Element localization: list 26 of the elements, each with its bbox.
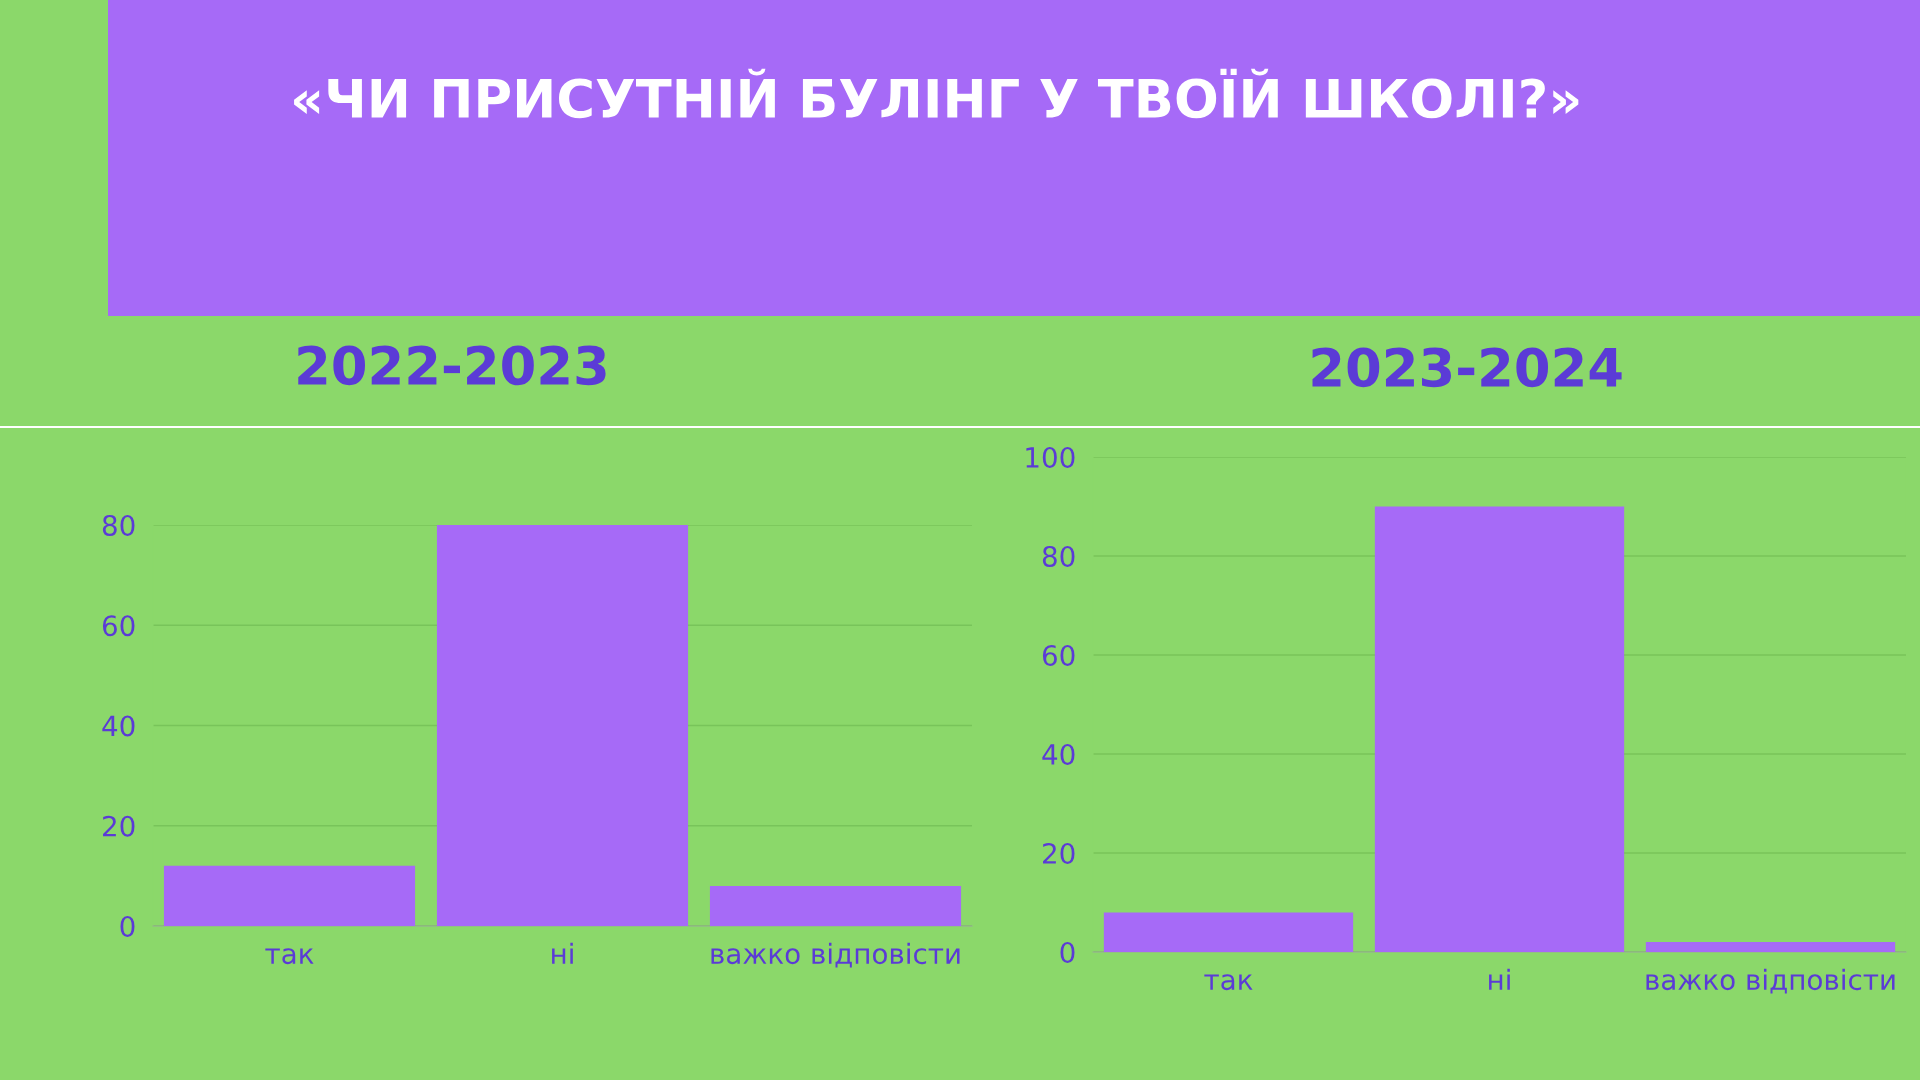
x-tick-label: ні — [552, 942, 573, 964]
y-tick-label: 80 — [1042, 545, 1075, 567]
y-tick-label: 60 — [1042, 644, 1075, 666]
bar — [163, 865, 416, 926]
x-tick-label: так — [1204, 974, 1253, 991]
x-tick-label: ні — [1489, 968, 1510, 990]
x-tick-label: важко відповісти — [1646, 968, 1895, 994]
bar — [1374, 506, 1625, 952]
x-tick-label: важко відповісти — [711, 942, 960, 968]
y-tick-label: 40 — [1042, 743, 1075, 765]
x-tick-label: так — [265, 948, 314, 965]
y-tick-label: 0 — [120, 915, 135, 937]
text: «ЧИ ПРИСУТНІЙ БУЛІНГ У ТВОЇЙ ШКОЛІ?» — [294, 68, 1579, 119]
bar — [1645, 942, 1896, 952]
y-tick-label: 40 — [102, 715, 135, 737]
bar — [709, 885, 962, 926]
bar — [436, 525, 689, 926]
chart-title: 2022-2023 — [298, 345, 606, 386]
y-tick-label: 100 — [1026, 446, 1075, 468]
y-tick-label: 0 — [1060, 941, 1075, 963]
bar — [1103, 912, 1354, 952]
y-tick-label: 60 — [102, 615, 135, 637]
y-tick-label: 80 — [102, 514, 135, 536]
chart-title: 2023-2024 — [1312, 347, 1622, 388]
y-tick-label: 20 — [103, 815, 135, 837]
y-tick-label: 20 — [1043, 842, 1075, 864]
